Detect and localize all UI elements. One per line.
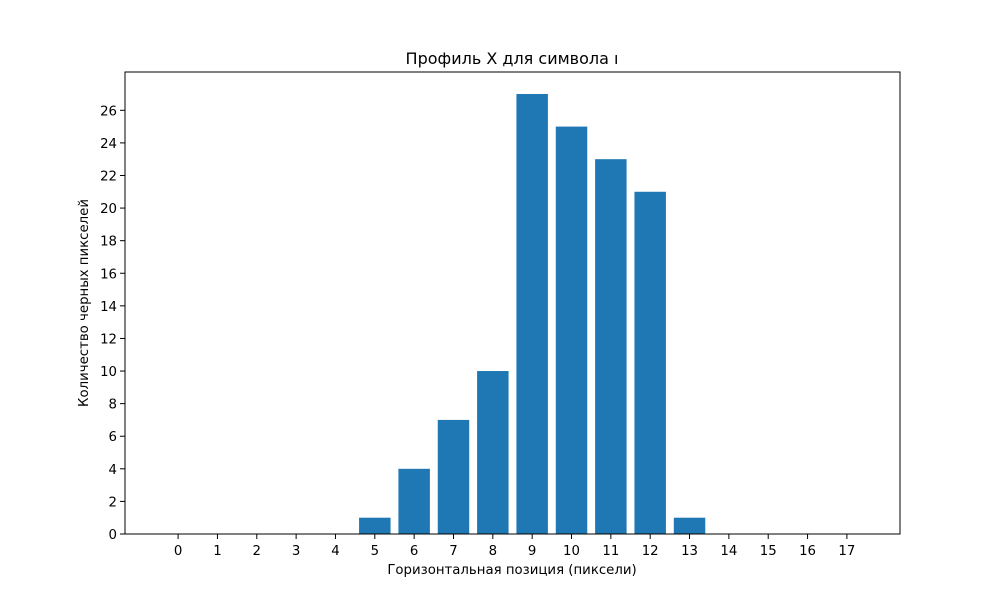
y-tick-label-4: 4 (109, 463, 117, 478)
x-tick-label-0: 0 (174, 544, 182, 559)
x-axis-ticks: 0 1 2 3 4 5 6 7 8 9 10 11 12 13 14 15 16 17 (174, 534, 855, 559)
y-tick-label-16: 16 (100, 267, 117, 282)
x-tick-label-16: 16 (799, 544, 816, 559)
bar-9 (516, 94, 548, 534)
x-tick-label-5: 5 (371, 544, 379, 559)
y-tick-label-22: 22 (100, 169, 117, 184)
x-tick-label-9: 9 (528, 544, 536, 559)
y-tick-label-14: 14 (100, 300, 117, 315)
bar-11 (595, 159, 627, 534)
bars-group (359, 94, 706, 534)
y-tick-label-8: 8 (109, 398, 117, 413)
bar-6 (398, 468, 430, 534)
plot-frame (124, 71, 901, 535)
x-tick-label-14: 14 (720, 544, 737, 559)
x-tick-label-3: 3 (292, 544, 300, 559)
bar-10 (555, 126, 588, 534)
y-tick-label-10: 10 (100, 365, 117, 380)
bar-12 (634, 191, 666, 534)
x-tick-label-6: 6 (410, 544, 418, 559)
y-tick-label-20: 20 (100, 202, 117, 217)
y-tick-label-2: 2 (109, 495, 117, 510)
bar-7 (437, 419, 470, 534)
y-tick-label-24: 24 (100, 137, 117, 152)
x-tick-label-10: 10 (563, 544, 580, 559)
x-tick-label-11: 11 (602, 544, 619, 559)
y-tick-label-12: 12 (100, 332, 117, 347)
x-tick-label-17: 17 (838, 544, 855, 559)
y-tick-label-18: 18 (100, 235, 117, 250)
x-tick-label-13: 13 (681, 544, 698, 559)
y-tick-label-6: 6 (109, 430, 117, 445)
x-tick-label-15: 15 (760, 544, 777, 559)
x-tick-label-2: 2 (253, 544, 261, 559)
x-tick-label-8: 8 (489, 544, 497, 559)
y-tick-label-26: 26 (100, 104, 117, 119)
x-tick-label-12: 12 (642, 544, 659, 559)
bar-8 (477, 371, 509, 534)
y-tick-label-0: 0 (109, 528, 117, 543)
x-tick-label-7: 7 (449, 544, 457, 559)
bar-13 (673, 517, 706, 534)
x-tick-label-4: 4 (331, 544, 339, 559)
bar-5 (359, 517, 391, 534)
x-tick-label-1: 1 (213, 544, 221, 559)
y-axis-label: Количество черных пикселей (77, 199, 92, 407)
x-axis-label: Горизонтальная позиция (пиксели) (387, 563, 636, 578)
chart-title: Профиль X для символа ı (406, 49, 619, 68)
